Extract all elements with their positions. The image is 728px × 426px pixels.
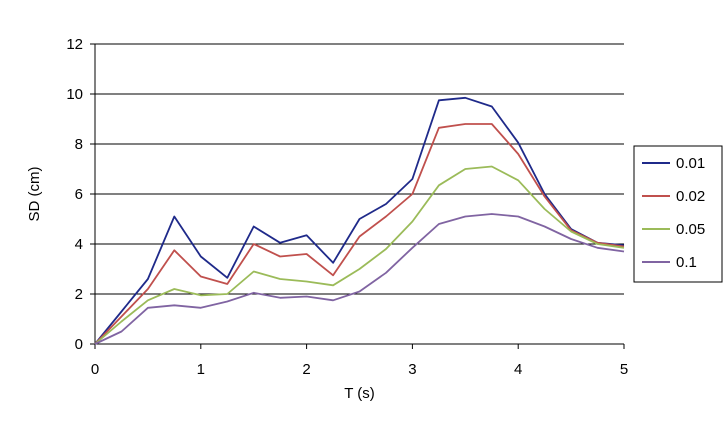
series-line-0-05 xyxy=(94,165,625,345)
y-tick-label: 6 xyxy=(75,186,83,203)
legend-label: 0.02 xyxy=(676,188,705,205)
x-tick-label: 2 xyxy=(302,361,310,378)
x-tick-label: 5 xyxy=(620,361,628,378)
series-line-0-1 xyxy=(94,213,625,345)
y-tick-label: 0 xyxy=(75,336,83,353)
series-line-0-01 xyxy=(94,96,625,345)
y-tick-label: 8 xyxy=(75,136,83,153)
series-lines xyxy=(94,96,625,345)
y-tick-label: 12 xyxy=(66,36,83,53)
x-tick-label: 4 xyxy=(514,361,522,378)
y-tick-label: 10 xyxy=(66,86,83,103)
y-tick-label: 2 xyxy=(75,286,83,303)
legend: 0.01 0.02 0.05 0.1 xyxy=(633,145,723,283)
legend-label: 0.1 xyxy=(676,254,697,271)
gridlines xyxy=(95,43,624,295)
x-tick-label: 3 xyxy=(408,361,416,378)
x-tick-label: 0 xyxy=(91,361,99,378)
x-axis-title: T (s) xyxy=(344,385,375,402)
legend-label: 0.01 xyxy=(676,155,705,172)
y-axis-title: SD (cm) xyxy=(26,167,43,222)
axes xyxy=(90,43,625,349)
legend-label: 0.05 xyxy=(676,221,705,238)
series-line-0-02 xyxy=(94,123,625,345)
x-tick-label: 1 xyxy=(197,361,205,378)
y-tick-label: 4 xyxy=(75,236,83,253)
legend-box xyxy=(633,145,723,283)
